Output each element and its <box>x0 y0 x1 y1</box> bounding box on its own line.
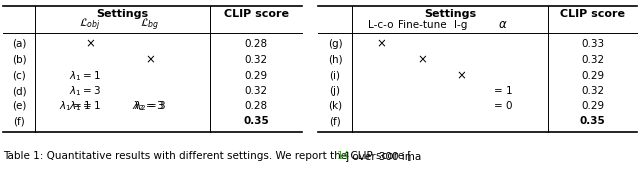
Text: I-g: I-g <box>454 20 468 30</box>
Text: $\times$: $\times$ <box>145 54 155 67</box>
Text: 0.28: 0.28 <box>244 39 268 49</box>
Text: (e): (e) <box>12 101 26 111</box>
Text: $\mathcal{L}_{bg}$: $\mathcal{L}_{bg}$ <box>140 17 160 33</box>
Text: (c): (c) <box>12 71 26 81</box>
Text: 0.32: 0.32 <box>581 86 604 96</box>
Text: $\lambda_2 = 3$: $\lambda_2 = 3$ <box>134 99 166 113</box>
Text: Settings: Settings <box>424 9 476 19</box>
Text: $\lambda_1 = 1$: $\lambda_1 = 1$ <box>69 69 101 83</box>
Text: ] over 300 ima: ] over 300 ima <box>345 151 421 161</box>
Text: = 1: = 1 <box>493 86 512 96</box>
Text: $\lambda_1 = 1$: $\lambda_1 = 1$ <box>69 99 101 113</box>
Text: 0.33: 0.33 <box>581 39 604 49</box>
Text: (d): (d) <box>12 86 26 96</box>
Text: (g): (g) <box>328 39 342 49</box>
Text: 0.29: 0.29 <box>581 71 604 81</box>
Text: 0.29: 0.29 <box>581 101 604 111</box>
Text: L-c-o: L-c-o <box>368 20 394 30</box>
Text: 0.35: 0.35 <box>243 116 269 126</box>
Text: CLIP score: CLIP score <box>560 9 625 19</box>
Text: Settings: Settings <box>97 9 148 19</box>
Text: (j): (j) <box>330 86 340 96</box>
Text: 14: 14 <box>337 151 350 161</box>
Text: $\lambda_1 = 1$: $\lambda_1 = 1$ <box>59 99 91 113</box>
Text: $\lambda_1 = 3$: $\lambda_1 = 3$ <box>69 84 101 98</box>
Text: $\times$: $\times$ <box>85 38 95 51</box>
Text: $\mathcal{L}_{obj}$: $\mathcal{L}_{obj}$ <box>79 17 101 33</box>
Text: Table 1: Quantitative results with different settings. We report the CLIP score : Table 1: Quantitative results with diffe… <box>3 151 412 161</box>
Text: (a): (a) <box>12 39 26 49</box>
Text: $\alpha$: $\alpha$ <box>498 19 508 32</box>
Text: $\lambda_1 = 1$: $\lambda_1 = 1$ <box>59 99 91 113</box>
Text: 0.29: 0.29 <box>244 71 268 81</box>
Text: (h): (h) <box>328 55 342 65</box>
Text: $\times$: $\times$ <box>417 54 427 67</box>
Text: 0.32: 0.32 <box>244 86 268 96</box>
Text: 0.32: 0.32 <box>244 55 268 65</box>
Text: (k): (k) <box>328 101 342 111</box>
Text: = 0: = 0 <box>493 101 512 111</box>
Text: 0.32: 0.32 <box>581 55 604 65</box>
Text: $\times$: $\times$ <box>456 69 466 82</box>
Text: $\lambda_2 = 3$: $\lambda_2 = 3$ <box>132 99 164 113</box>
Text: $\times$: $\times$ <box>376 38 386 51</box>
Text: (i): (i) <box>330 71 340 81</box>
Text: Fine-tune: Fine-tune <box>397 20 446 30</box>
Text: (b): (b) <box>12 55 26 65</box>
Text: 0.28: 0.28 <box>244 101 268 111</box>
Text: (f): (f) <box>329 116 341 126</box>
Text: CLIP score: CLIP score <box>223 9 289 19</box>
Text: 0.35: 0.35 <box>580 116 605 126</box>
Text: (f): (f) <box>13 116 25 126</box>
